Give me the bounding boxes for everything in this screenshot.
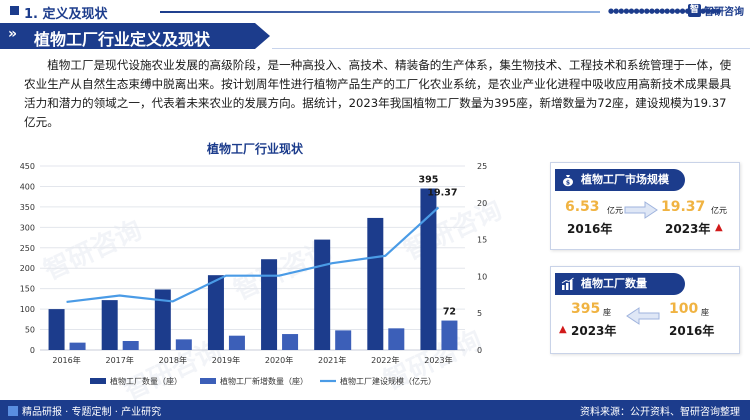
legend-swatch bbox=[90, 378, 106, 384]
report-icon bbox=[8, 406, 18, 416]
scale-to-unit: 亿元 bbox=[711, 206, 727, 215]
right-axis-tick-label: 10 bbox=[477, 272, 487, 281]
right-axis-tick-label: 5 bbox=[477, 309, 482, 318]
legend-label: 植物工厂新增数量（座） bbox=[220, 376, 308, 386]
dots-decoration-icon: ●●●●●●●●●●●●●●●●●●●●●● bbox=[608, 7, 721, 15]
footer-tagline: 精品研报 · 专题定制 · 产业研究 bbox=[8, 403, 161, 418]
left-axis-tick-label: 450 bbox=[20, 162, 35, 171]
money-bag-icon: $ bbox=[563, 175, 573, 187]
bar-new-count bbox=[175, 339, 192, 350]
scale-from-unit: 亿元 bbox=[607, 206, 623, 215]
legend-swatch bbox=[200, 378, 216, 384]
x-axis-tick-label: 2023年 bbox=[424, 355, 452, 365]
brand-name: 智研咨询 bbox=[704, 7, 744, 18]
left-axis-tick-label: 0 bbox=[30, 346, 35, 355]
plant-count-panel: 植物工厂数量 395 座 ▲ 2023年 100 座 2016年 bbox=[550, 266, 740, 354]
panel-title: 植物工厂数量 bbox=[581, 277, 647, 290]
page-title-bar: » 植物工厂行业定义及现状 bbox=[0, 23, 270, 49]
section-title: 1. 定义及现状 bbox=[24, 7, 108, 22]
x-axis-tick-label: 2022年 bbox=[371, 355, 399, 365]
scale-from-year: 2016年 bbox=[567, 222, 613, 236]
brand-logo: 智 智研咨询 bbox=[688, 3, 744, 18]
data-label: 395 bbox=[419, 174, 439, 185]
bar-chart-icon bbox=[561, 277, 574, 290]
double-chevron-icon: » bbox=[8, 26, 18, 42]
scale-from-value: 6.53 bbox=[565, 199, 600, 215]
up-arrow-icon: ▲ bbox=[715, 222, 723, 233]
legend-label: 植物工厂数量（座） bbox=[110, 376, 182, 386]
description-paragraph: 植物工厂是现代设施农业发展的高级阶段，是一种高投入、高技术、精装备的生产体系，集… bbox=[24, 58, 732, 129]
right-arrow-icon bbox=[624, 201, 658, 219]
header-divider bbox=[160, 11, 600, 13]
page-title: 植物工厂行业定义及现状 bbox=[34, 30, 211, 49]
bar-new-count bbox=[441, 320, 458, 350]
bar-new-count bbox=[69, 342, 86, 350]
bar-plant-count bbox=[101, 300, 118, 350]
bar-plant-count bbox=[367, 217, 384, 350]
bar-plant-count bbox=[261, 259, 278, 350]
footer-bar: 精品研报 · 专题定制 · 产业研究 资料来源：公开资料、智研咨询整理 bbox=[0, 400, 750, 420]
left-axis-tick-label: 250 bbox=[20, 244, 35, 253]
bar-new-count bbox=[335, 330, 352, 350]
left-axis-tick-label: 50 bbox=[25, 326, 35, 335]
bar-plant-count bbox=[154, 289, 171, 350]
x-axis-tick-label: 2018年 bbox=[159, 355, 187, 365]
bar-plant-count bbox=[48, 309, 65, 350]
scale-to-value: 19.37 bbox=[661, 199, 706, 215]
bar-new-count bbox=[282, 334, 299, 350]
bar-new-count bbox=[228, 335, 245, 350]
count-current-unit: 座 bbox=[603, 308, 611, 317]
bar-new-count bbox=[388, 328, 405, 350]
data-label: 19.37 bbox=[427, 187, 457, 198]
left-axis-tick-label: 200 bbox=[20, 264, 35, 273]
top-bar: 1. 定义及现状 ●●●●●●●●●●●●●●●●●●●●●● 智 智研咨询 bbox=[0, 0, 750, 22]
footer-source: 资料来源：公开资料、智研咨询整理 bbox=[580, 407, 740, 418]
x-axis-tick-label: 2016年 bbox=[52, 355, 80, 365]
combo-chart: 0 50 100 150 200 250 300 350 400 450 0 5 10 15 20 25 201… bbox=[20, 162, 487, 386]
right-axis-tick-label: 20 bbox=[477, 199, 487, 208]
line-build-scale bbox=[66, 206, 440, 304]
count-current-value: 395 bbox=[571, 301, 601, 317]
svg-text:$: $ bbox=[566, 180, 570, 187]
x-axis-tick-label: 2017年 bbox=[106, 355, 134, 365]
x-axis-tick-label: 2020年 bbox=[265, 355, 293, 365]
left-axis-tick-label: 150 bbox=[20, 285, 35, 294]
section-marker-icon bbox=[10, 6, 19, 15]
up-arrow-icon: ▲ bbox=[559, 324, 567, 335]
bar-new-count bbox=[122, 341, 139, 350]
legend-label: 植物工厂建设规模（亿元） bbox=[340, 376, 436, 386]
left-axis-tick-label: 350 bbox=[20, 203, 35, 212]
right-axis-tick-label: 0 bbox=[477, 346, 482, 355]
left-axis-tick-label: 400 bbox=[20, 182, 35, 191]
footer-tagline-text: 精品研报 · 专题定制 · 产业研究 bbox=[22, 407, 162, 418]
market-scale-panel: $ 植物工厂市场规模 6.53 亿元 2016年 19.37 亿元 2023年 … bbox=[550, 162, 740, 250]
x-axis-tick-label: 2021年 bbox=[318, 355, 346, 365]
brand-mark-icon: 智 bbox=[688, 4, 701, 17]
panel-title: 植物工厂市场规模 bbox=[581, 173, 669, 186]
count-base-value: 100 bbox=[669, 301, 699, 317]
count-current-year: 2023年 bbox=[571, 324, 617, 338]
count-base-unit: 座 bbox=[701, 308, 709, 317]
bar-plant-count bbox=[314, 239, 331, 350]
left-arrow-icon bbox=[626, 307, 660, 325]
title-underline bbox=[272, 48, 750, 49]
left-axis-tick-label: 300 bbox=[20, 223, 35, 232]
right-axis-tick-label: 15 bbox=[477, 236, 487, 245]
scale-to-year: 2023年 bbox=[665, 222, 711, 236]
bar-plant-count bbox=[207, 275, 224, 350]
x-axis-tick-label: 2019年 bbox=[212, 355, 240, 365]
left-axis-tick-label: 100 bbox=[20, 305, 35, 314]
panel-header: 植物工厂数量 bbox=[555, 273, 685, 295]
data-label: 72 bbox=[443, 307, 456, 318]
panel-header: $ 植物工厂市场规模 bbox=[555, 169, 685, 191]
bar-plant-count bbox=[420, 188, 437, 350]
count-base-year: 2016年 bbox=[669, 324, 715, 338]
right-axis-tick-label: 25 bbox=[477, 162, 487, 171]
chart-title: 植物工厂行业现状 bbox=[206, 142, 303, 156]
